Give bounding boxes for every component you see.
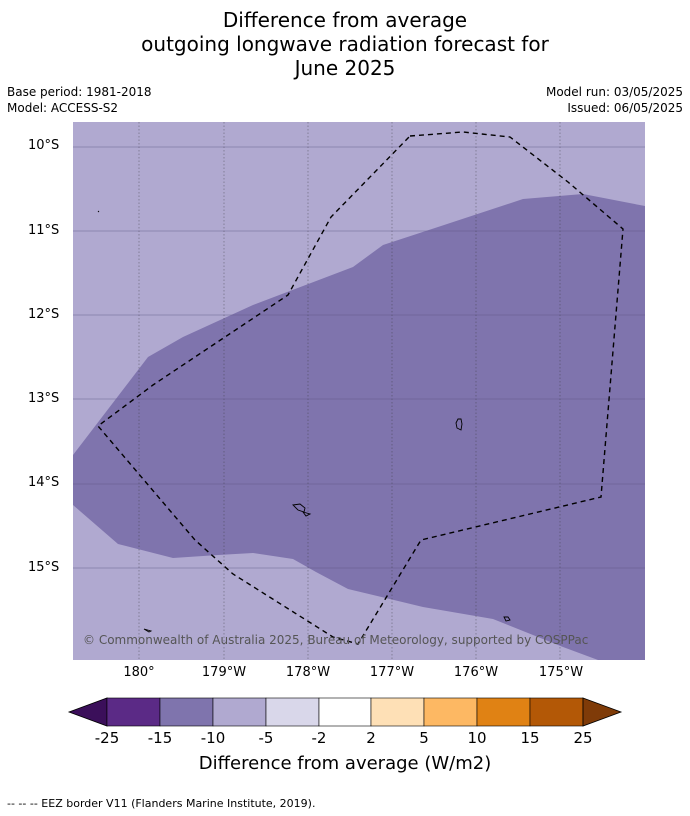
lon-label-177w: 177°W <box>369 665 415 680</box>
colorbar-seg-6 <box>370 697 425 727</box>
island-central <box>292 503 312 517</box>
eez-border <box>96 131 624 645</box>
map-panel: © Commonwealth of Australia 2025, Bureau… <box>73 122 645 660</box>
colorbar-label-10: 25 <box>573 729 593 747</box>
colorbar-seg-1 <box>106 697 161 727</box>
chart-title: Difference from average outgoing longwav… <box>0 8 690 80</box>
lon-label-175w: 175°W <box>538 665 584 680</box>
lat-label-12s: 12°S <box>28 307 60 322</box>
colorbar-label-9: 15 <box>520 729 540 747</box>
issued-date: Issued: 06/05/2025 <box>567 101 683 115</box>
colorbar-seg-8 <box>476 697 531 727</box>
colorbar <box>67 697 623 727</box>
colorbar-title: Difference from average (W/m2) <box>198 753 492 774</box>
copyright-text: © Commonwealth of Australia 2025, Bureau… <box>83 633 589 647</box>
lon-label-179w: 179°W <box>201 665 247 680</box>
lat-label-15s: 15°S <box>28 560 60 575</box>
base-period: Base period: 1981-2018 <box>7 85 152 99</box>
colorbar-label-5: -2 <box>311 729 327 747</box>
islands <box>97 210 511 633</box>
colorbar-label-2: -15 <box>147 729 173 747</box>
map-svg <box>73 122 645 660</box>
lon-label-180: 180° <box>123 665 155 680</box>
colorbar-seg-7 <box>423 697 478 727</box>
meta-right: Model run: 03/05/2025 Issued: 06/05/2025 <box>546 84 683 116</box>
colorbar-extend-high <box>582 697 623 727</box>
colorbar-extend-low <box>67 697 108 727</box>
island-south-east <box>503 616 511 622</box>
lat-label-10s: 10°S <box>28 138 60 153</box>
eez-footnote: -- -- -- EEZ border V11 (Flanders Marine… <box>7 797 316 810</box>
colorbar-seg-9 <box>529 697 584 727</box>
colorbar-label-7: 5 <box>419 729 429 747</box>
lat-label-14s: 14°S <box>28 475 60 490</box>
lat-label-13s: 13°S <box>28 391 60 406</box>
title-line-3: June 2025 <box>294 56 396 80</box>
colorbar-label-8: 10 <box>467 729 487 747</box>
lon-label-178w: 178°W <box>285 665 331 680</box>
colorbar-seg-2 <box>159 697 214 727</box>
model-name: Model: ACCESS-S2 <box>7 101 119 115</box>
meta-left: Base period: 1981-2018 Model: ACCESS-S2 <box>7 84 152 116</box>
colorbar-label-1: -25 <box>94 729 120 747</box>
island-north <box>97 210 100 213</box>
colorbar-label-3: -10 <box>200 729 226 747</box>
colorbar-label-6: 2 <box>366 729 376 747</box>
lon-gridlines <box>138 122 561 660</box>
colorbar-seg-4 <box>265 697 320 727</box>
colorbar-seg-5 <box>318 697 372 727</box>
lat-label-11s: 11°S <box>28 223 60 238</box>
title-line-1: Difference from average <box>222 8 468 32</box>
island-east <box>455 418 463 431</box>
anomaly-band <box>73 194 645 660</box>
island-south-west <box>143 628 153 633</box>
lat-gridlines <box>73 146 645 569</box>
model-run: Model run: 03/05/2025 <box>545 85 683 99</box>
title-line-2: outgoing longwave radiation forecast for <box>141 32 549 56</box>
lon-label-176w: 176°W <box>453 665 499 680</box>
colorbar-label-4: -5 <box>258 729 274 747</box>
colorbar-seg-3 <box>212 697 267 727</box>
